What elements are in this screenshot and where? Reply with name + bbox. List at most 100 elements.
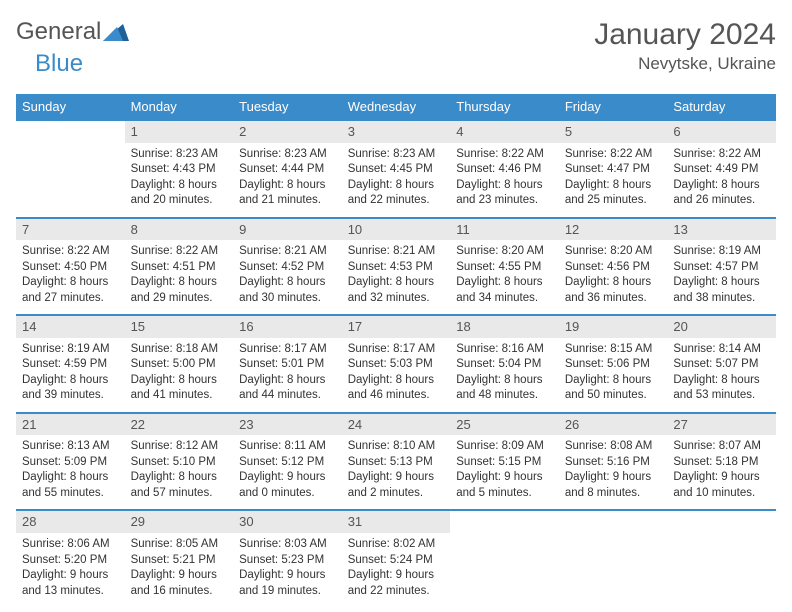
day-number: 26 — [559, 414, 668, 437]
day-data: Sunrise: 8:20 AMSunset: 4:55 PMDaylight:… — [450, 241, 559, 314]
day-data: Sunrise: 8:22 AMSunset: 4:46 PMDaylight:… — [450, 144, 559, 217]
week-row: 14Sunrise: 8:19 AMSunset: 4:59 PMDayligh… — [16, 315, 776, 413]
sunset-text: Sunset: 5:09 PM — [22, 455, 119, 471]
sunrise-text: Sunrise: 8:16 AM — [456, 342, 553, 358]
day-data: Sunrise: 8:09 AMSunset: 5:15 PMDaylight:… — [450, 436, 559, 509]
day-number: 25 — [450, 414, 559, 437]
day-number: 5 — [559, 121, 668, 144]
sunset-text: Sunset: 5:07 PM — [673, 357, 770, 373]
daylight-text: Daylight: 8 hours and 55 minutes. — [22, 470, 119, 501]
day-header: Tuesday — [233, 94, 342, 120]
day-cell — [667, 510, 776, 607]
calendar-header-row: SundayMondayTuesdayWednesdayThursdayFrid… — [16, 94, 776, 120]
day-data: Sunrise: 8:02 AMSunset: 5:24 PMDaylight:… — [342, 534, 451, 607]
sunrise-text: Sunrise: 8:21 AM — [348, 244, 445, 260]
daylight-text: Daylight: 8 hours and 46 minutes. — [348, 373, 445, 404]
day-header: Sunday — [16, 94, 125, 120]
day-number: 15 — [125, 316, 234, 339]
day-number: 29 — [125, 511, 234, 534]
sunset-text: Sunset: 5:18 PM — [673, 455, 770, 471]
logo-word1: General — [16, 18, 101, 46]
sunrise-text: Sunrise: 8:13 AM — [22, 439, 119, 455]
day-cell: 6Sunrise: 8:22 AMSunset: 4:49 PMDaylight… — [667, 120, 776, 218]
logo-triangle-icon — [103, 23, 129, 46]
day-number: 3 — [342, 121, 451, 144]
day-cell: 1Sunrise: 8:23 AMSunset: 4:43 PMDaylight… — [125, 120, 234, 218]
daylight-text: Daylight: 9 hours and 13 minutes. — [22, 568, 119, 599]
sunset-text: Sunset: 4:50 PM — [22, 260, 119, 276]
day-cell: 31Sunrise: 8:02 AMSunset: 5:24 PMDayligh… — [342, 510, 451, 607]
daylight-text: Daylight: 8 hours and 25 minutes. — [565, 178, 662, 209]
day-cell: 20Sunrise: 8:14 AMSunset: 5:07 PMDayligh… — [667, 315, 776, 413]
day-data: Sunrise: 8:21 AMSunset: 4:52 PMDaylight:… — [233, 241, 342, 314]
day-data: Sunrise: 8:22 AMSunset: 4:49 PMDaylight:… — [667, 144, 776, 217]
day-header: Saturday — [667, 94, 776, 120]
sunset-text: Sunset: 5:24 PM — [348, 553, 445, 569]
day-cell: 10Sunrise: 8:21 AMSunset: 4:53 PMDayligh… — [342, 218, 451, 316]
day-data: Sunrise: 8:12 AMSunset: 5:10 PMDaylight:… — [125, 436, 234, 509]
day-number: 18 — [450, 316, 559, 339]
daylight-text: Daylight: 8 hours and 21 minutes. — [239, 178, 336, 209]
sunset-text: Sunset: 4:56 PM — [565, 260, 662, 276]
daylight-text: Daylight: 8 hours and 32 minutes. — [348, 275, 445, 306]
day-data: Sunrise: 8:08 AMSunset: 5:16 PMDaylight:… — [559, 436, 668, 509]
day-cell: 19Sunrise: 8:15 AMSunset: 5:06 PMDayligh… — [559, 315, 668, 413]
daylight-text: Daylight: 8 hours and 26 minutes. — [673, 178, 770, 209]
sunrise-text: Sunrise: 8:22 AM — [22, 244, 119, 260]
sunrise-text: Sunrise: 8:23 AM — [348, 147, 445, 163]
sunset-text: Sunset: 5:03 PM — [348, 357, 445, 373]
daylight-text: Daylight: 9 hours and 2 minutes. — [348, 470, 445, 501]
day-header: Monday — [125, 94, 234, 120]
day-number: 7 — [16, 219, 125, 242]
day-data: Sunrise: 8:22 AMSunset: 4:51 PMDaylight:… — [125, 241, 234, 314]
day-cell: 2Sunrise: 8:23 AMSunset: 4:44 PMDaylight… — [233, 120, 342, 218]
day-cell: 22Sunrise: 8:12 AMSunset: 5:10 PMDayligh… — [125, 413, 234, 511]
day-number: 6 — [667, 121, 776, 144]
day-data: Sunrise: 8:17 AMSunset: 5:03 PMDaylight:… — [342, 339, 451, 412]
day-header: Wednesday — [342, 94, 451, 120]
daylight-text: Daylight: 8 hours and 38 minutes. — [673, 275, 770, 306]
daylight-text: Daylight: 8 hours and 39 minutes. — [22, 373, 119, 404]
sunrise-text: Sunrise: 8:10 AM — [348, 439, 445, 455]
sunrise-text: Sunrise: 8:21 AM — [239, 244, 336, 260]
day-number: 17 — [342, 316, 451, 339]
day-cell: 16Sunrise: 8:17 AMSunset: 5:01 PMDayligh… — [233, 315, 342, 413]
sunset-text: Sunset: 4:55 PM — [456, 260, 553, 276]
logo: General — [16, 18, 131, 46]
sunrise-text: Sunrise: 8:15 AM — [565, 342, 662, 358]
day-number — [559, 511, 668, 534]
logo-word2: Blue — [35, 50, 83, 78]
sunrise-text: Sunrise: 8:20 AM — [456, 244, 553, 260]
day-number: 4 — [450, 121, 559, 144]
daylight-text: Daylight: 9 hours and 0 minutes. — [239, 470, 336, 501]
daylight-text: Daylight: 9 hours and 22 minutes. — [348, 568, 445, 599]
sunrise-text: Sunrise: 8:06 AM — [22, 537, 119, 553]
daylight-text: Daylight: 9 hours and 8 minutes. — [565, 470, 662, 501]
week-row: 1Sunrise: 8:23 AMSunset: 4:43 PMDaylight… — [16, 120, 776, 218]
day-data: Sunrise: 8:23 AMSunset: 4:45 PMDaylight:… — [342, 144, 451, 217]
week-row: 28Sunrise: 8:06 AMSunset: 5:20 PMDayligh… — [16, 510, 776, 607]
day-number: 28 — [16, 511, 125, 534]
day-data: Sunrise: 8:22 AMSunset: 4:47 PMDaylight:… — [559, 144, 668, 217]
sunrise-text: Sunrise: 8:17 AM — [348, 342, 445, 358]
day-data: Sunrise: 8:22 AMSunset: 4:50 PMDaylight:… — [16, 241, 125, 314]
day-number: 27 — [667, 414, 776, 437]
day-cell: 18Sunrise: 8:16 AMSunset: 5:04 PMDayligh… — [450, 315, 559, 413]
day-number: 14 — [16, 316, 125, 339]
day-number: 19 — [559, 316, 668, 339]
day-data: Sunrise: 8:18 AMSunset: 5:00 PMDaylight:… — [125, 339, 234, 412]
day-data: Sunrise: 8:11 AMSunset: 5:12 PMDaylight:… — [233, 436, 342, 509]
daylight-text: Daylight: 8 hours and 23 minutes. — [456, 178, 553, 209]
day-data: Sunrise: 8:03 AMSunset: 5:23 PMDaylight:… — [233, 534, 342, 607]
sunset-text: Sunset: 5:21 PM — [131, 553, 228, 569]
sunset-text: Sunset: 4:57 PM — [673, 260, 770, 276]
day-number: 22 — [125, 414, 234, 437]
sunrise-text: Sunrise: 8:11 AM — [239, 439, 336, 455]
sunset-text: Sunset: 4:45 PM — [348, 162, 445, 178]
sunset-text: Sunset: 4:52 PM — [239, 260, 336, 276]
day-data: Sunrise: 8:15 AMSunset: 5:06 PMDaylight:… — [559, 339, 668, 412]
daylight-text: Daylight: 8 hours and 22 minutes. — [348, 178, 445, 209]
sunset-text: Sunset: 4:43 PM — [131, 162, 228, 178]
sunset-text: Sunset: 5:15 PM — [456, 455, 553, 471]
day-data: Sunrise: 8:23 AMSunset: 4:43 PMDaylight:… — [125, 144, 234, 217]
